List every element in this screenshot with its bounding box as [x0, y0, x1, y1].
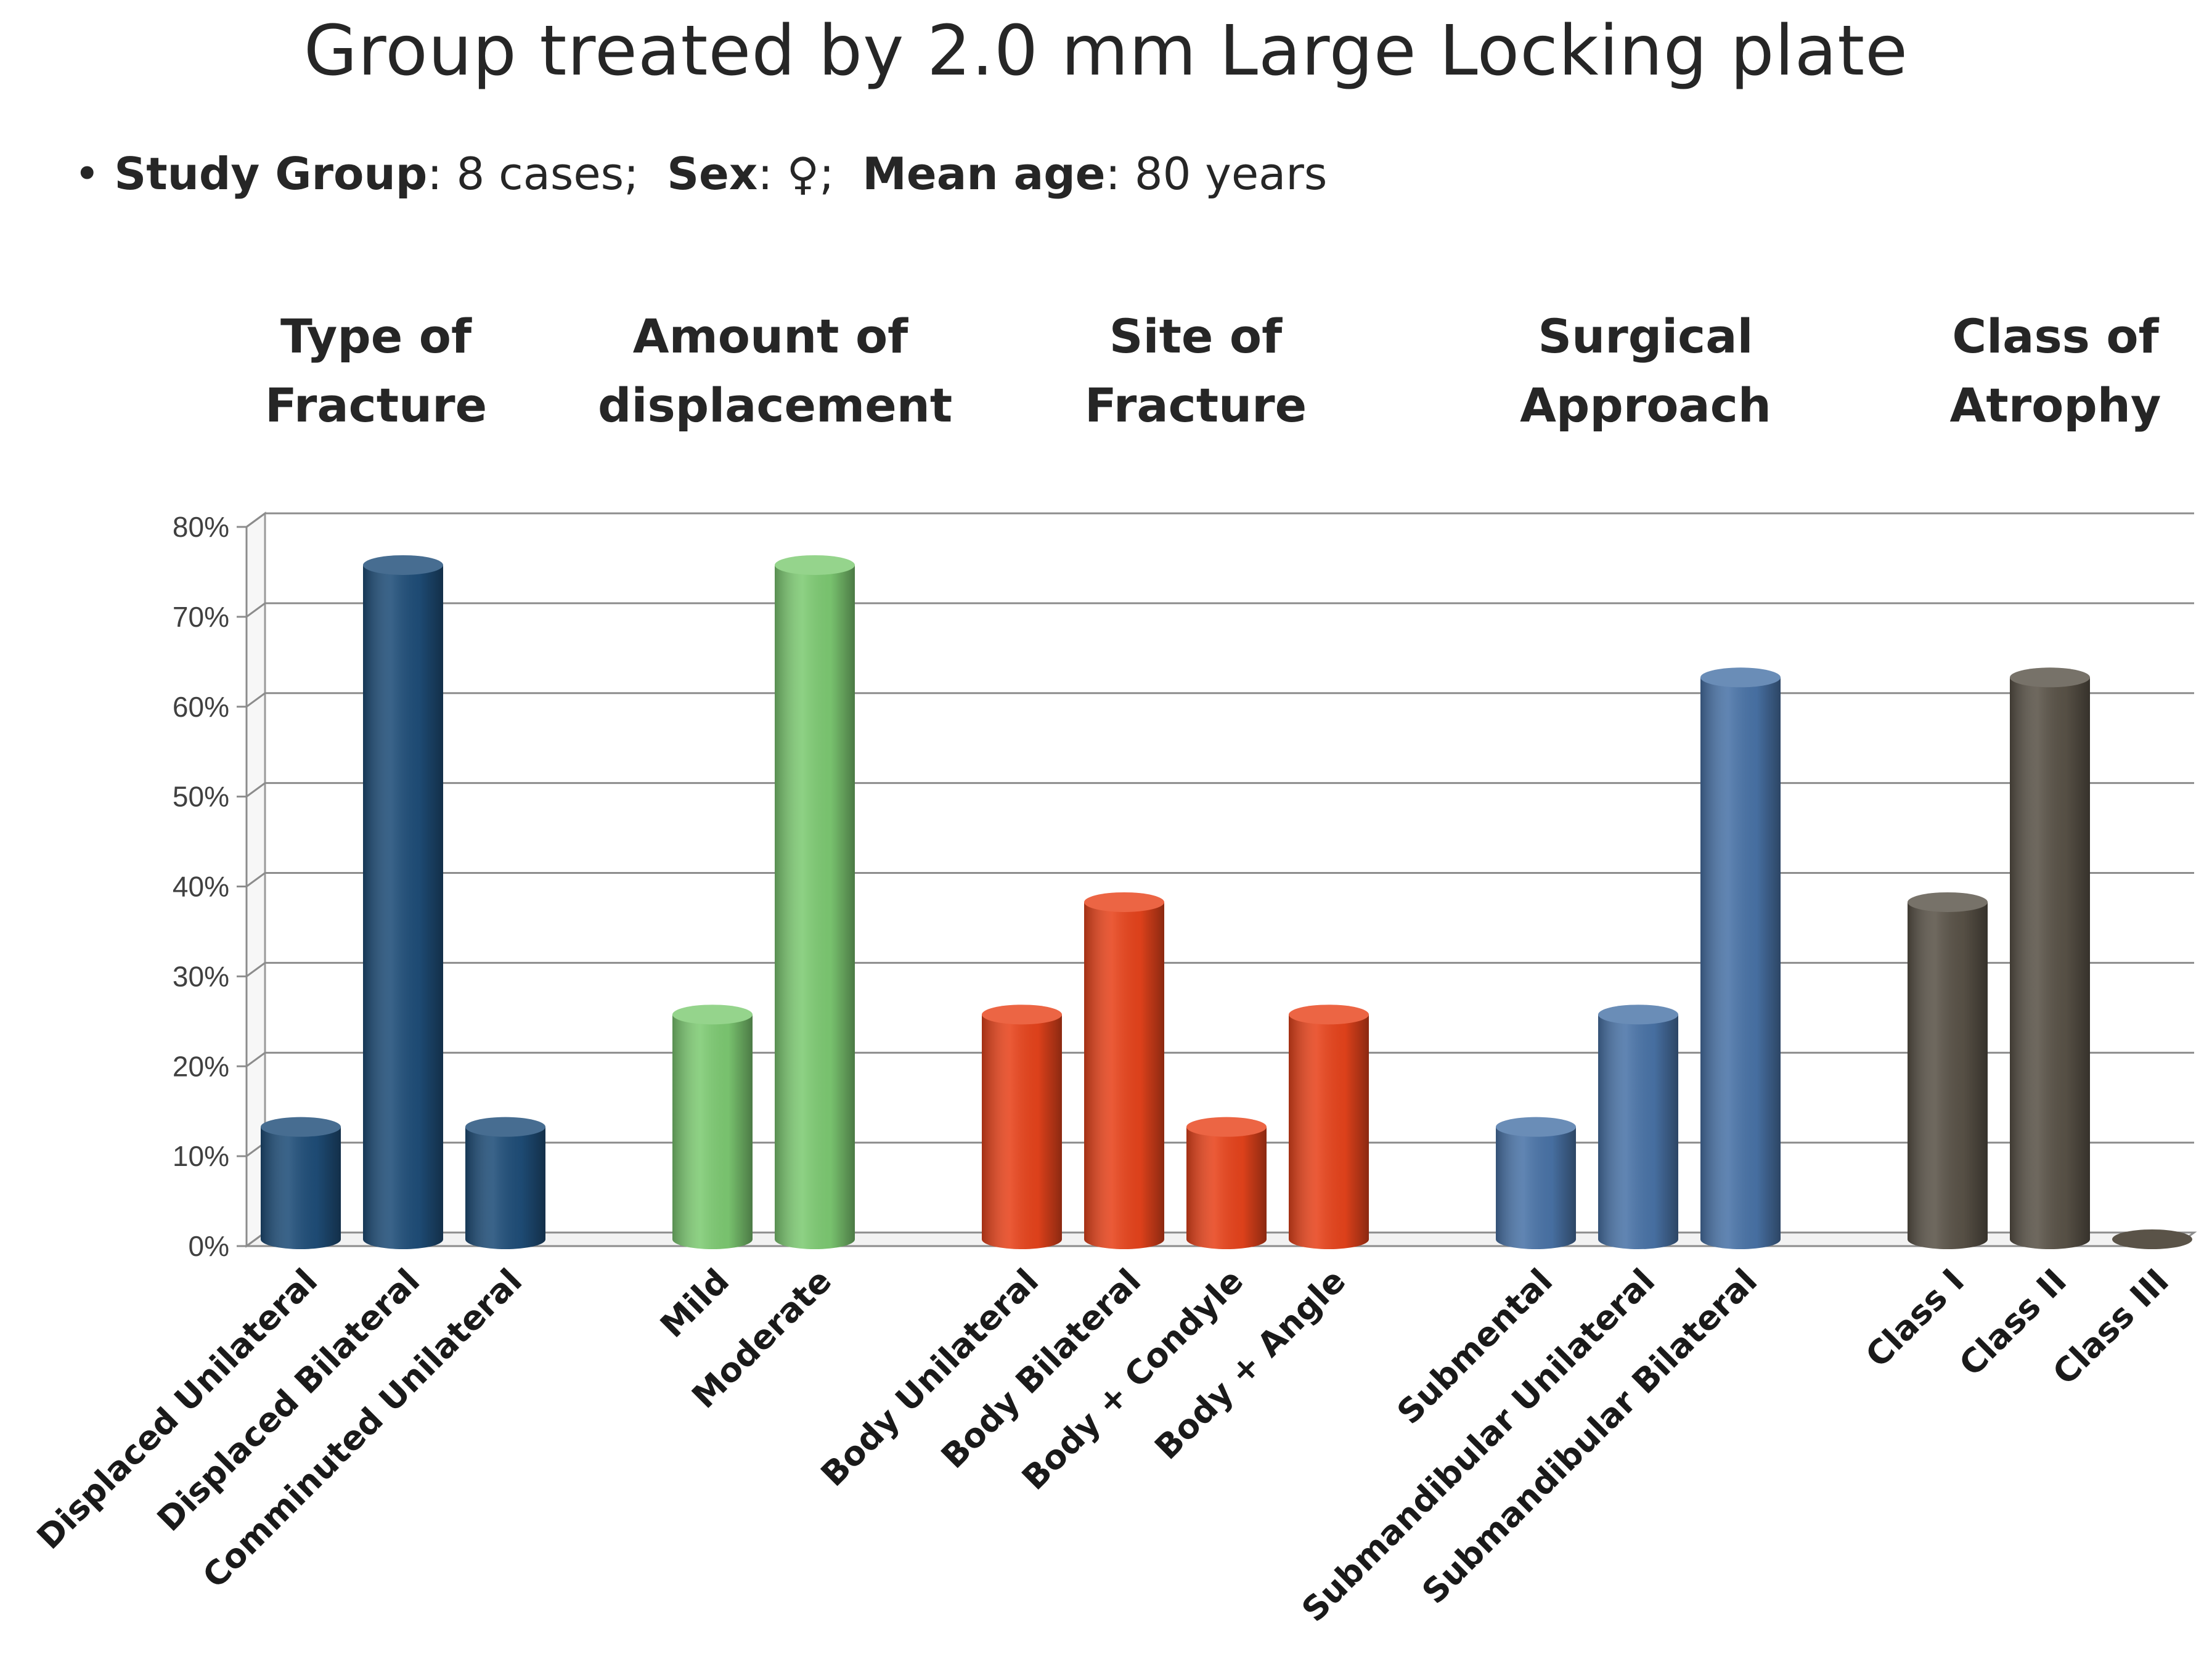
bar-comminuted-unilateral: [465, 1117, 545, 1249]
gridline: [246, 1051, 2194, 1067]
bar-top-highlight: [775, 555, 855, 575]
gridline: [246, 961, 2194, 977]
bar-shading: [261, 1127, 341, 1249]
bar-body-unilateral: [982, 1005, 1062, 1249]
bar-top: [672, 1005, 753, 1025]
bullet: •: [74, 148, 100, 200]
y-tick-label: 10%: [173, 1140, 229, 1172]
bar-shading: [1908, 902, 1988, 1249]
bar-top: [1700, 667, 1781, 688]
bar-shading: [982, 1014, 1062, 1249]
bar-top: [1496, 1117, 1576, 1137]
bar-top: [775, 555, 855, 575]
bar-body-condyle: [1186, 1117, 1267, 1249]
gridline: [246, 782, 2194, 797]
bar-top: [1289, 1005, 1369, 1025]
bar-moderate: [775, 555, 855, 1249]
study-group-value: : 8 cases;: [427, 148, 639, 200]
bar-top-highlight: [1186, 1117, 1267, 1137]
y-axis: 0% 10% 20% 30% 40% 50% 60% 70% 80%: [173, 511, 2176, 1262]
bar-top: [1598, 1005, 1678, 1025]
bar-class-ii: [2010, 667, 2090, 1249]
bar-class-i: [1908, 892, 1988, 1249]
bar-submandibular-bilateral: [1700, 667, 1781, 1249]
group-heading-surgical-approach: Surgical Approach: [1520, 309, 1771, 433]
y-tick-label: 30%: [173, 960, 229, 992]
bar-top: [465, 1117, 545, 1137]
y-tick-label: 40%: [173, 871, 229, 903]
gridline: [246, 512, 2194, 528]
group-heading-site-of-fracture: Site of Fracture: [1084, 309, 1307, 433]
bar-top-highlight: [1908, 892, 1988, 912]
bar-submandibular-unilateral: [1598, 1005, 1678, 1249]
group-heading-class-of-atrophy: Class of Atrophy: [1949, 309, 2161, 433]
bar-top-highlight: [672, 1005, 753, 1025]
bar-body-bilateral: [1084, 892, 1164, 1249]
bar-displaced-unilateral: [261, 1117, 341, 1249]
bar-shading: [2010, 677, 2090, 1249]
bar-zero-disc: [2112, 1229, 2192, 1249]
y-tick-label: 70%: [173, 601, 229, 633]
chart-title: Group treated by 2.0 mm Large Locking pl…: [303, 11, 1909, 91]
bar-top: [1084, 892, 1164, 912]
bar-top: [982, 1005, 1062, 1025]
bar-top-highlight: [1084, 892, 1164, 912]
bar-top-highlight: [1289, 1005, 1369, 1025]
y-tick-label: 60%: [173, 691, 229, 723]
bar-top-highlight: [465, 1117, 545, 1137]
gridline: [246, 872, 2194, 887]
bar-mild: [672, 1005, 753, 1249]
bar-submental: [1496, 1117, 1576, 1249]
category-label-body-angle: Body + Angle: [1147, 1261, 1353, 1467]
category-label-mild: Mild: [653, 1261, 737, 1345]
bar-top: [2010, 667, 2090, 688]
mean-age-label: Mean age: [862, 148, 1106, 200]
gridline: [246, 602, 2194, 618]
bar-shading: [363, 564, 443, 1249]
bar-shading: [1700, 677, 1781, 1249]
bar-body-angle: [1289, 1005, 1369, 1249]
bar-top-highlight: [261, 1117, 341, 1137]
bar-top: [363, 555, 443, 575]
study-summary: • Study Group: 8 cases; Sex: ♀; Mean age…: [74, 148, 1327, 200]
bar-top: [1186, 1117, 1267, 1137]
bar-shading: [1186, 1127, 1267, 1249]
bar-top-highlight: [2010, 667, 2090, 688]
y-tick-label: 80%: [173, 511, 229, 543]
bar-top-highlight: [982, 1005, 1062, 1025]
group-heading-amount-of-displacement: Amount of displacement: [598, 309, 953, 433]
bar-top-highlight: [363, 555, 443, 575]
sex-value: : ♀;: [757, 148, 835, 200]
bar-displaced-bilateral: [363, 555, 443, 1249]
bar-top: [1908, 892, 1988, 912]
bar-shading: [1084, 902, 1164, 1249]
bar-class-iii: [2112, 1229, 2192, 1249]
bar-top-highlight: [1700, 667, 1781, 688]
bar-shading: [672, 1014, 753, 1249]
bars: [261, 555, 2192, 1249]
bar-shading: [1598, 1014, 1678, 1249]
bar-shading: [1496, 1127, 1576, 1249]
sex-label: Sex: [667, 148, 758, 200]
gridline: [246, 692, 2194, 707]
bar-shading: [775, 564, 855, 1249]
bar-top-highlight: [1598, 1005, 1678, 1025]
bar-shading: [465, 1127, 545, 1249]
bar-shading: [1289, 1014, 1369, 1249]
group-heading-type-of-fracture: Type of Fracture: [264, 309, 488, 433]
study-group-label: Study Group: [114, 148, 428, 200]
y-tick-label: 20%: [173, 1050, 229, 1082]
y-tick-label: 50%: [173, 781, 229, 813]
y-tick-label: 0%: [189, 1230, 229, 1262]
mean-age-value: : 80 years: [1105, 148, 1328, 200]
bar-top: [261, 1117, 341, 1137]
bar-top-highlight: [1496, 1117, 1576, 1137]
